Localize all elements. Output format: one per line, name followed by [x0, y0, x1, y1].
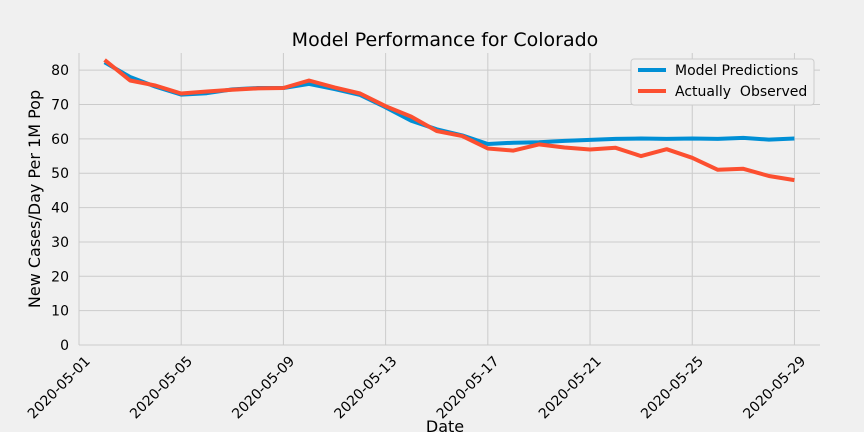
x-tick-label: 2020-05-09	[229, 353, 298, 422]
series-lines	[103, 58, 795, 183]
y-tick-label: 80	[51, 63, 69, 79]
legend-label-actually-observed: Actually Observed	[675, 84, 807, 100]
series-line-actually-observed	[103, 58, 795, 183]
y-tick-label: 50	[51, 166, 69, 182]
x-axis-label: Date	[426, 417, 464, 432]
y-tick-label: 0	[60, 338, 69, 354]
y-axis-label: New Cases/Day Per 1M Pop	[25, 90, 44, 308]
y-tick-label: 20	[51, 269, 69, 285]
legend-label-model-predictions: Model Predictions	[675, 63, 798, 79]
x-tick-label: 2020-05-17	[434, 353, 503, 422]
y-tick-label: 60	[51, 132, 69, 148]
y-tick-label: 70	[51, 98, 69, 114]
y-tick-labels: 0 10 20 30 40 50 60 70 80	[51, 63, 69, 354]
y-tick-label: 30	[51, 235, 69, 251]
grid	[78, 53, 820, 346]
y-tick-label: 40	[51, 201, 69, 217]
x-tick-label: 2020-05-25	[638, 353, 707, 422]
legend-box	[630, 58, 815, 106]
x-tick-label: 2020-05-21	[536, 353, 605, 422]
x-tick-label: 2020-05-29	[740, 353, 809, 422]
legend: Model Predictions Actually Observed	[630, 58, 815, 106]
x-tick-labels: 2020-05-01 2020-05-05 2020-05-09 2020-05-13…	[25, 353, 809, 422]
x-tick-label: 2020-05-01	[25, 353, 94, 422]
y-tick-label: 10	[51, 304, 69, 320]
x-tick-label: 2020-05-13	[332, 353, 401, 422]
x-tick-label: 2020-05-05	[127, 353, 196, 422]
chart-title: Model Performance for Colorado	[292, 29, 599, 51]
